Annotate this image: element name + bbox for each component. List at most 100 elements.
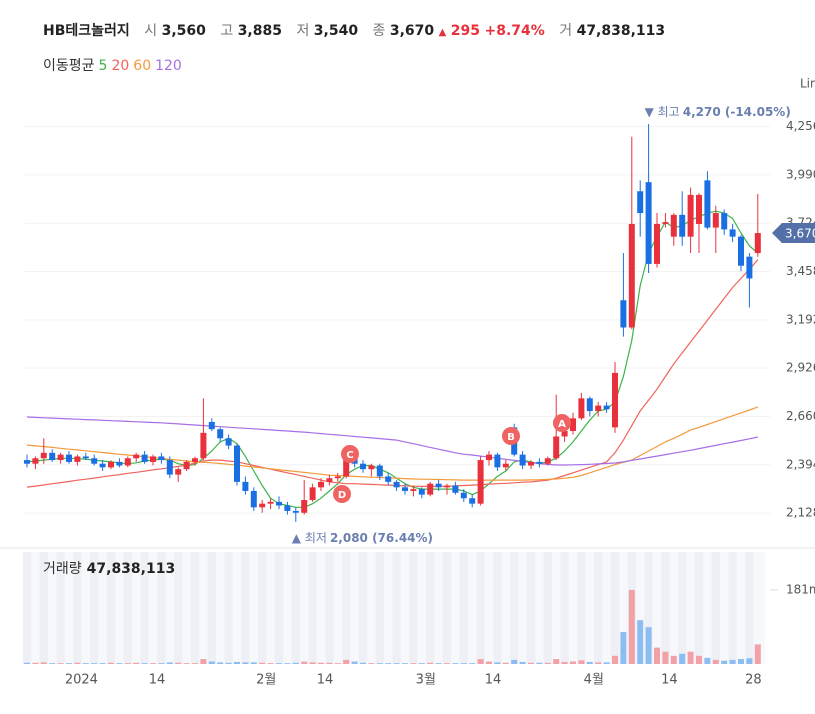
volume-stripe (207, 552, 216, 664)
volume-stripe (73, 552, 82, 664)
candle-body (250, 490, 257, 508)
y-tick-label: 2,926 (786, 361, 815, 375)
candle-body (628, 223, 635, 328)
volume-bar (343, 659, 350, 664)
marker (341, 445, 359, 463)
volume-bar (108, 662, 114, 664)
volume-bar (402, 663, 408, 664)
open: 3,560 (161, 23, 206, 39)
candle-body (444, 485, 450, 488)
candle-body (200, 432, 207, 459)
candle-body (452, 485, 459, 493)
candle-body (746, 256, 753, 279)
volume-bar (66, 663, 72, 664)
volume-stripe (610, 552, 620, 664)
volume-bar (57, 663, 64, 664)
candle-body (494, 454, 501, 468)
candle-body (133, 454, 140, 459)
candle-body (687, 194, 694, 237)
volume-bar (603, 662, 610, 664)
volume-bar (477, 659, 484, 664)
volume-bar (40, 662, 47, 664)
candle-body (334, 476, 341, 479)
volume-bar (242, 662, 249, 664)
candle-body (435, 483, 442, 488)
volume-bar (578, 660, 585, 664)
volume-bar (544, 662, 551, 664)
candle-body (108, 461, 114, 468)
volume-bar (612, 655, 618, 664)
volume-bar (208, 661, 215, 664)
volume-stripe (375, 552, 384, 664)
volume-stripe (594, 552, 603, 664)
volume-bar (267, 663, 274, 664)
volume-bar (704, 657, 711, 664)
candle-body (175, 469, 182, 475)
volume-bar (654, 647, 660, 664)
candle-body (32, 458, 39, 464)
candle-body (91, 458, 98, 464)
candle-body (208, 421, 215, 430)
candle-body (410, 489, 417, 491)
candle-body (670, 214, 677, 237)
volume-bar (82, 663, 89, 664)
volume-bar (217, 662, 224, 664)
candle-body (712, 213, 719, 228)
stock-name: HB테크놀러지 (43, 23, 130, 39)
y-tick-label: 2,660 (786, 409, 815, 423)
volume-stripe (325, 552, 334, 664)
annotation-value: 2,080 (76.44%) (330, 530, 433, 544)
volume-bar (99, 663, 106, 664)
volume-stripe (392, 552, 401, 664)
volume-bar (561, 661, 568, 664)
volume-stripe (644, 552, 653, 664)
volume-bar (225, 662, 232, 664)
candle-body (645, 182, 652, 264)
ma-title: 이동평균 (43, 58, 95, 74)
candle-body (553, 436, 560, 459)
volume-bar (150, 663, 156, 664)
volume-stripe (745, 552, 754, 664)
candle-body (376, 465, 383, 477)
close: 3,670 (389, 23, 435, 39)
volume-bar (166, 662, 173, 664)
volume-bar (754, 644, 761, 664)
volume-stripe (106, 552, 116, 664)
candle-body (276, 501, 282, 506)
annotation-arrow: ▼ (645, 105, 658, 119)
y-tick-label: 4,256 (786, 119, 815, 133)
candle-body (486, 454, 492, 461)
volume-stripe (258, 552, 267, 664)
volume-bar (670, 655, 677, 664)
candle-body (368, 465, 375, 470)
candle-body (57, 454, 64, 461)
volume-bar (175, 662, 182, 664)
volume-bar (276, 663, 282, 664)
volume-bar (393, 663, 400, 664)
volume-bar (410, 663, 417, 664)
marker-label: D (338, 490, 346, 501)
volume-bar (385, 663, 392, 664)
candle-body (284, 505, 291, 511)
candle-body (385, 476, 392, 482)
candle-body (326, 478, 333, 482)
volume-bar (595, 662, 602, 664)
volume-bar (284, 663, 291, 664)
annotation: ▼ 최고 4,270 (-14.05%) (645, 105, 791, 119)
candle-body (40, 452, 47, 459)
candle-body (318, 481, 324, 488)
volume-stripe (157, 552, 166, 664)
volume-bar (687, 651, 694, 664)
candle-body (418, 489, 425, 495)
volume-bar (74, 662, 81, 664)
volume-bar (234, 661, 240, 664)
candle-body (49, 452, 56, 461)
volume-bar (679, 653, 686, 664)
volume-bar (309, 662, 316, 664)
volume-bar (427, 662, 434, 664)
volume-bar (124, 663, 131, 664)
volume-stripe (140, 552, 149, 664)
volume-bar (292, 662, 299, 664)
volume-bar (444, 663, 450, 664)
